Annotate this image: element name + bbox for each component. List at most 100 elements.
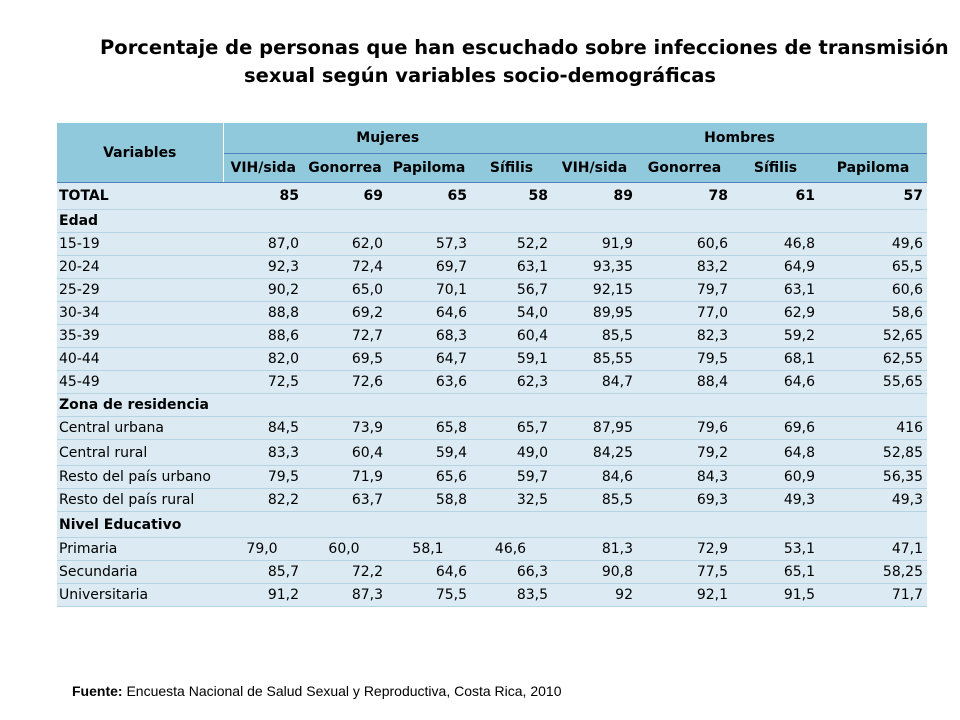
row-label: 45-49	[57, 370, 223, 394]
table-cell: 81,3	[552, 537, 637, 561]
table-cell: 72,4	[303, 255, 387, 279]
row-label: TOTAL	[57, 182, 223, 210]
table-cell: 91,9	[552, 232, 637, 256]
table-cell: 64,7	[387, 347, 471, 371]
table-cell: 69,7	[387, 255, 471, 279]
section-heading: Nivel Educativo	[57, 511, 927, 538]
table-cell: 64,6	[387, 560, 471, 584]
table-row: Resto del país rural 82,2 63,7 58,8 32,5 85,5…	[57, 488, 927, 512]
table-cell: 71,7	[819, 583, 927, 607]
table-cell: 62,3	[471, 370, 552, 394]
table-cell: 84,5	[223, 416, 303, 440]
table-cell: 65,5	[819, 255, 927, 279]
table-cell: 56,7	[471, 278, 552, 302]
table-cell: 88,4	[637, 370, 732, 394]
table-cell: 66,3	[471, 560, 552, 584]
table-cell: 60,0	[303, 537, 387, 561]
table-cell: 69,2	[303, 301, 387, 325]
row-label: Central rural	[57, 439, 223, 466]
table-cell: 69	[303, 182, 387, 210]
source-note: Fuente: Encuesta Nacional de Salud Sexua…	[72, 683, 561, 699]
table-row: Central rural 83,3 60,4 59,4 49,0 84,25 79,2 64…	[57, 439, 927, 466]
table-cell: 49,3	[732, 488, 819, 512]
table-cell: 52,65	[819, 324, 927, 348]
row-label: 20-24	[57, 255, 223, 279]
table-cell: 62,0	[303, 232, 387, 256]
column-header: Gonorrea	[637, 153, 732, 183]
table-cell: 59,2	[732, 324, 819, 348]
table-cell: 52,85	[819, 439, 927, 466]
table-cell: 69,5	[303, 347, 387, 371]
table-cell: 82,3	[637, 324, 732, 348]
table-row: 40-44 82,0 69,5 64,7 59,1 85,55 79,5 68,1 62,55	[57, 347, 927, 371]
table-row: 45-49 72,5 72,6 63,6 62,3 84,7 88,4 64,6 55,65	[57, 370, 927, 394]
table-cell: 57,3	[387, 232, 471, 256]
section-row: Nivel Educativo	[57, 511, 927, 538]
section-heading: Zona de residencia	[57, 393, 927, 417]
table-cell: 58,25	[819, 560, 927, 584]
group-header-hombres: Hombres	[552, 123, 927, 154]
table-cell: 82,0	[223, 347, 303, 371]
table-cell: 47,1	[819, 537, 927, 561]
table-cell: 83,5	[471, 583, 552, 607]
table-cell: 84,6	[552, 465, 637, 489]
title-line-1: Porcentaje de personas que han escuchado…	[100, 36, 949, 59]
table-row: Resto del país urbano 79,5 71,9 65,6 59,7 84,…	[57, 465, 927, 489]
table-cell: 85,7	[223, 560, 303, 584]
table-cell: 92	[552, 583, 637, 607]
table-cell: 71,9	[303, 465, 387, 489]
table-cell: 49,6	[819, 232, 927, 256]
table-cell: 69,3	[637, 488, 732, 512]
table-cell: 68,1	[732, 347, 819, 371]
table-cell: 79,2	[637, 439, 732, 466]
column-header: Sífilis	[471, 153, 552, 183]
table-cell: 58,1	[387, 537, 471, 561]
table-cell: 72,7	[303, 324, 387, 348]
table-row: 20-24 92,3 72,4 69,7 63,1 93,35 83,2 64,9 65,5	[57, 255, 927, 279]
group-header-mujeres: Mujeres	[223, 123, 552, 154]
table-cell: 84,3	[637, 465, 732, 489]
table-cell: 89	[552, 182, 637, 210]
table-cell: 79,6	[637, 416, 732, 440]
row-label: Universitaria	[57, 583, 223, 607]
table-cell: 79,7	[637, 278, 732, 302]
table-cell: 52,2	[471, 232, 552, 256]
row-label: Primaria	[57, 537, 223, 561]
row-label: Secundaria	[57, 560, 223, 584]
table-cell: 56,35	[819, 465, 927, 489]
table-cell: 59,7	[471, 465, 552, 489]
table-cell: 87,95	[552, 416, 637, 440]
column-header: Papiloma	[387, 153, 471, 183]
table-cell: 70,1	[387, 278, 471, 302]
table-cell: 62,9	[732, 301, 819, 325]
table-cell: 90,2	[223, 278, 303, 302]
table-row: 30-34 88,8 69,2 64,6 54,0 89,95 77,0 62,9 58,6	[57, 301, 927, 325]
row-label: 30-34	[57, 301, 223, 325]
table-cell: 64,8	[732, 439, 819, 466]
table-cell: 69,6	[732, 416, 819, 440]
table-cell: 58	[471, 182, 552, 210]
row-label: Resto del país rural	[57, 488, 223, 512]
table-cell: 79,0	[223, 537, 303, 561]
table-cell: 49,3	[819, 488, 927, 512]
table-cell: 87,0	[223, 232, 303, 256]
data-table: Variables Mujeres Hombres VIH/sida Gonorr…	[57, 123, 927, 607]
table-cell: 416	[819, 416, 927, 440]
column-header: VIH/sida	[552, 153, 637, 183]
table-cell: 58,6	[819, 301, 927, 325]
table-cell: 64,9	[732, 255, 819, 279]
row-label: 25-29	[57, 278, 223, 302]
table-cell: 65,8	[387, 416, 471, 440]
table-cell: 72,5	[223, 370, 303, 394]
section-row: Edad	[57, 209, 927, 233]
table-cell: 85,5	[552, 324, 637, 348]
table-row: Primaria 79,0 60,0 58,1 46,6 81,3 72,9 53,1 47,1	[57, 537, 927, 561]
table-cell: 61	[732, 182, 819, 210]
table-cell: 84,7	[552, 370, 637, 394]
table-cell: 72,9	[637, 537, 732, 561]
table-cell: 90,8	[552, 560, 637, 584]
table-cell: 92,3	[223, 255, 303, 279]
row-label: Resto del país urbano	[57, 465, 223, 489]
table-row: 35-39 88,6 72,7 68,3 60,4 85,5 82,3 59,2 52,65	[57, 324, 927, 348]
table-cell: 92,15	[552, 278, 637, 302]
